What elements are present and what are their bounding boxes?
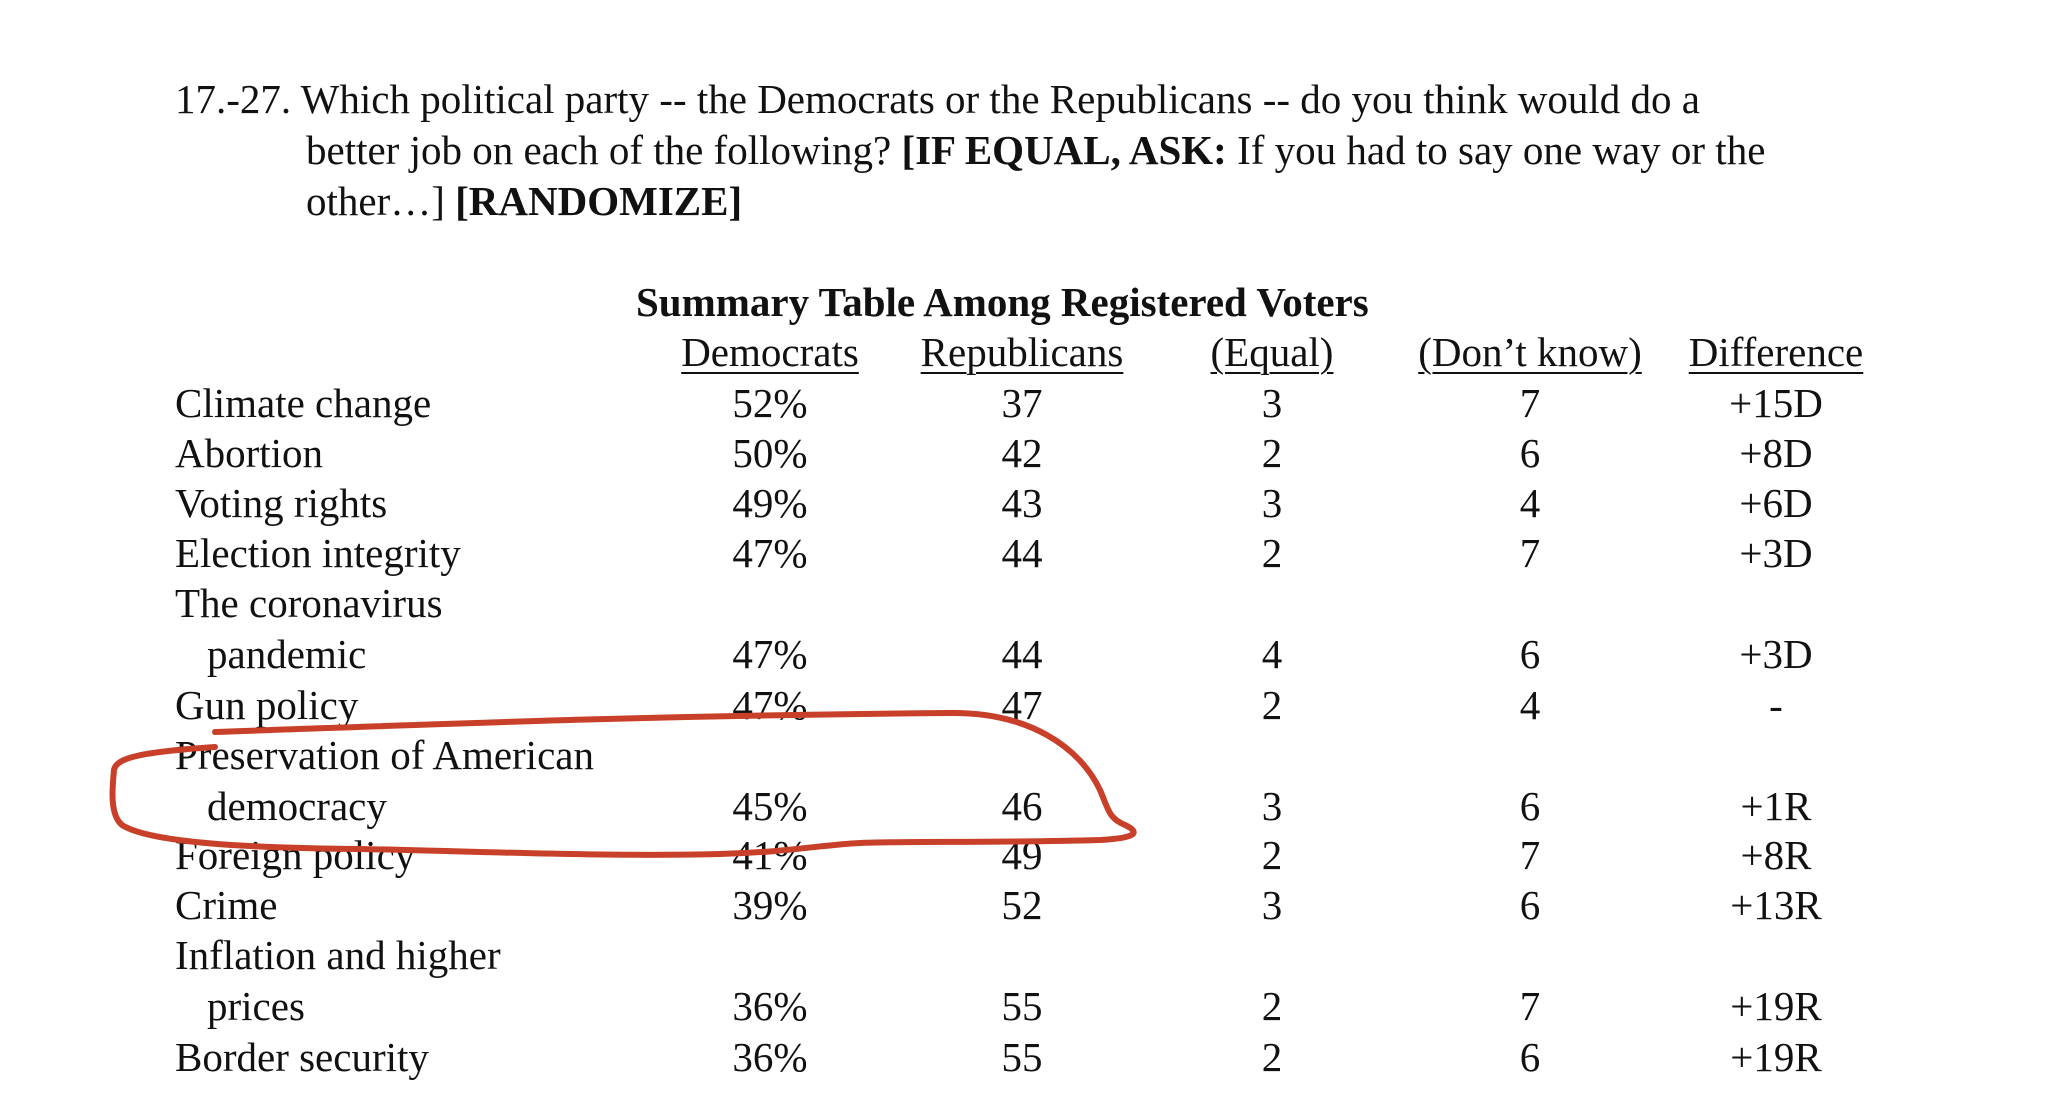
cell-equal: 2 xyxy=(1261,832,1283,878)
row-label: Climate change xyxy=(175,378,431,429)
difference-header: Difference xyxy=(1688,329,1864,375)
democrats-header: Democrats xyxy=(681,329,859,375)
cell-rep: 49 xyxy=(1001,832,1043,878)
cell-rep: 55 xyxy=(1001,983,1043,1029)
cell-rep: 47 xyxy=(1001,682,1043,728)
row-label-text: The coronavirus xyxy=(175,580,443,626)
cell-dem: 52% xyxy=(732,380,808,426)
row-label-text: Climate change xyxy=(175,380,432,426)
cell-equal: 2 xyxy=(1261,1034,1283,1080)
question-line-2-text: better job on each of the following? xyxy=(306,127,902,173)
cell-rep: 44 xyxy=(1001,631,1043,677)
row-label: Abortion xyxy=(175,428,323,479)
question-line-3-text: other…] xyxy=(306,178,456,224)
row-label: Inflation and higher prices xyxy=(175,930,501,1032)
cell-dem: 47% xyxy=(732,631,808,677)
cell-diff: +8R xyxy=(1740,832,1812,878)
cell-dk: 6 xyxy=(1519,631,1541,677)
row-label: Crime xyxy=(175,880,277,931)
row-label-text: Voting rights xyxy=(175,480,388,526)
question-instruction-bold: [IF EQUAL, ASK: xyxy=(901,127,1227,173)
cell-equal: 2 xyxy=(1261,983,1283,1029)
row-label-text: Border security xyxy=(175,1034,429,1080)
row-label-text: Foreign policy xyxy=(175,832,416,878)
row-label: Gun policy xyxy=(175,680,358,731)
cell-equal: 3 xyxy=(1261,380,1283,426)
question-line-1-text: 17.-27. Which political party -- the Dem… xyxy=(175,76,1700,122)
row-label-continuation: prices xyxy=(207,983,305,1029)
cell-dk: 7 xyxy=(1519,380,1541,426)
cell-dem: 49% xyxy=(732,480,808,526)
cell-rep: 42 xyxy=(1001,430,1043,476)
row-label: The coronavirus pandemic xyxy=(175,578,443,680)
cell-rep: 44 xyxy=(1001,530,1043,576)
cell-diff: +19R xyxy=(1730,983,1822,1029)
row-label: Border security xyxy=(175,1032,429,1083)
cell-dem: 47% xyxy=(732,530,808,576)
cell-dem: 36% xyxy=(732,1034,808,1080)
row-label-text: Crime xyxy=(175,882,278,928)
cell-dk: 6 xyxy=(1519,1034,1541,1080)
question-line-1: 17.-27. Which political party -- the Dem… xyxy=(175,74,1700,125)
cell-diff: +13R xyxy=(1730,882,1822,928)
row-label-text: Preservation of American xyxy=(175,732,594,778)
table-title: Summary Table Among Registered Voters xyxy=(636,279,1369,325)
cell-equal: 2 xyxy=(1261,530,1283,576)
row-label-text: Abortion xyxy=(175,430,324,476)
cell-dk: 7 xyxy=(1519,832,1541,878)
cell-diff: +8D xyxy=(1739,430,1813,476)
cell-dem: 41% xyxy=(732,832,808,878)
row-label-continuation: pandemic xyxy=(207,631,367,677)
cell-equal: 3 xyxy=(1261,882,1283,928)
cell-rep: 37 xyxy=(1001,380,1043,426)
cell-dk: 6 xyxy=(1519,882,1541,928)
cell-rep: 43 xyxy=(1001,480,1043,526)
cell-equal: 3 xyxy=(1261,783,1283,829)
cell-diff: +3D xyxy=(1739,631,1813,677)
row-label-continuation: democracy xyxy=(207,783,387,829)
cell-dk: 7 xyxy=(1519,983,1541,1029)
cell-dk: 4 xyxy=(1519,682,1541,728)
row-label-text: Gun policy xyxy=(175,682,359,728)
cell-diff: +1R xyxy=(1740,783,1812,829)
question-line-3: other…] [RANDOMIZE] xyxy=(306,176,742,227)
cell-dem: 50% xyxy=(732,430,808,476)
row-label-text: Inflation and higher xyxy=(175,932,501,978)
cell-rep: 46 xyxy=(1001,783,1043,829)
cell-dk: 7 xyxy=(1519,530,1541,576)
cell-dem: 39% xyxy=(732,882,808,928)
cell-dem: 36% xyxy=(732,983,808,1029)
cell-diff: +3D xyxy=(1739,530,1813,576)
cell-rep: 55 xyxy=(1001,1034,1043,1080)
row-label: Preservation of American democracy xyxy=(175,730,594,832)
cell-equal: 3 xyxy=(1261,480,1283,526)
randomize-instruction: [RANDOMIZE] xyxy=(455,178,743,224)
row-label: Foreign policy xyxy=(175,830,415,881)
cell-diff: +19R xyxy=(1730,1034,1822,1080)
row-label: Voting rights xyxy=(175,478,387,529)
cell-dem: 47% xyxy=(732,682,808,728)
equal-header: (Equal) xyxy=(1210,329,1334,375)
cell-rep: 52 xyxy=(1001,882,1043,928)
cell-equal: 2 xyxy=(1261,682,1283,728)
row-label: Election integrity xyxy=(175,528,461,579)
cell-dk: 4 xyxy=(1519,480,1541,526)
question-line-2-tail: If you had to say one way or the xyxy=(1226,127,1766,173)
republicans-header: Republicans xyxy=(920,329,1124,375)
cell-equal: 4 xyxy=(1261,631,1283,677)
cell-dk: 6 xyxy=(1519,783,1541,829)
cell-diff: +6D xyxy=(1739,480,1813,526)
cell-diff: +15D xyxy=(1729,380,1823,426)
question-line-2: better job on each of the following? [IF… xyxy=(306,125,1765,176)
cell-dem: 45% xyxy=(732,783,808,829)
cell-equal: 2 xyxy=(1261,430,1283,476)
dont-know-header: (Don’t know) xyxy=(1418,329,1642,375)
cell-dk: 6 xyxy=(1519,430,1541,476)
cell-diff: - xyxy=(1769,682,1783,728)
row-label-text: Election integrity xyxy=(175,530,461,576)
